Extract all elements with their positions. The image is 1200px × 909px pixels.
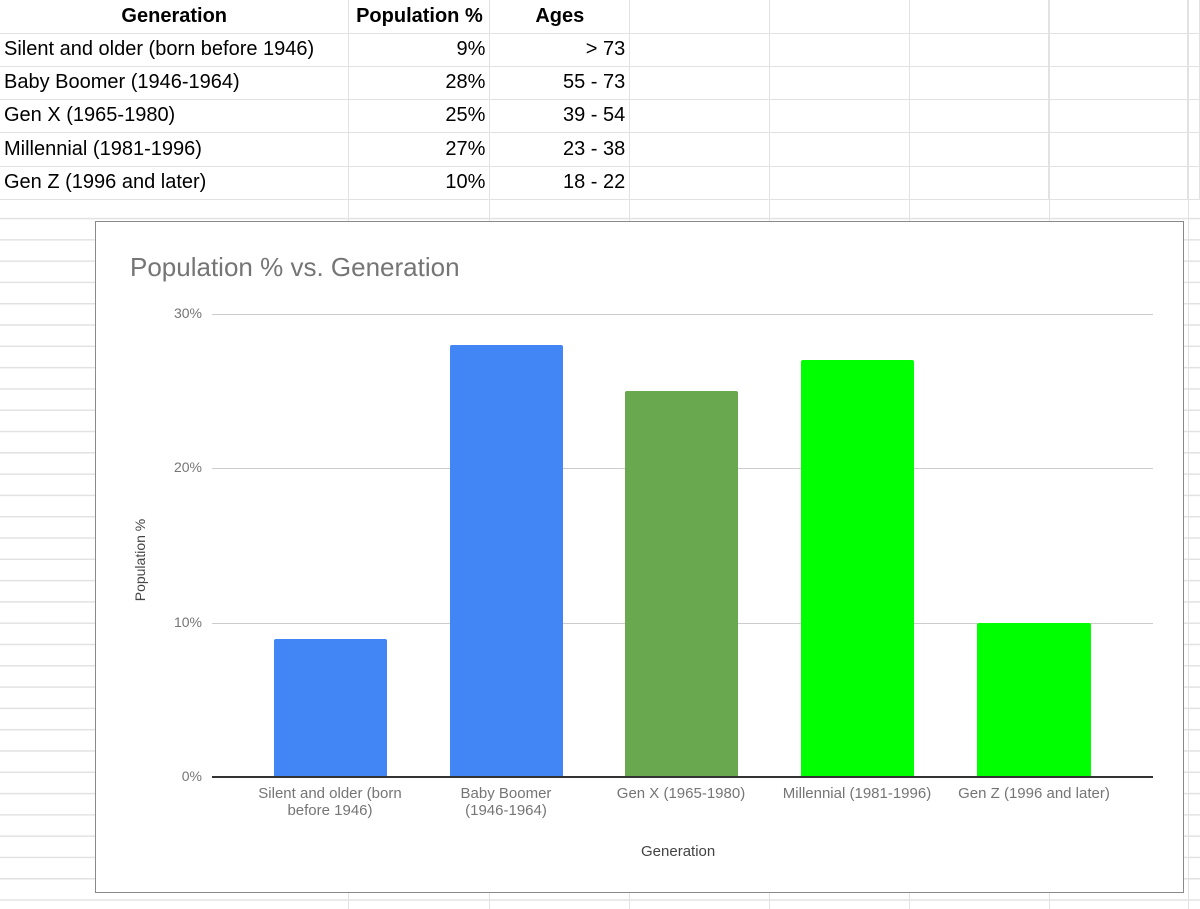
empty-cell[interactable] [909,132,1050,167]
x-axis-title: Generation [641,843,716,860]
empty-cell[interactable] [769,33,910,67]
x-tick-line: Gen Z (1996 and later) [958,785,1110,802]
empty-cell[interactable] [769,0,910,34]
empty-cell[interactable] [629,99,770,133]
cell-population[interactable]: 10% [348,166,491,200]
empty-cell[interactable] [1048,66,1188,100]
cell-ages[interactable]: 18 - 22 [489,166,631,200]
table-row: Gen X (1965-1980) 25% 39 - 54 [0,99,1200,133]
empty-cell[interactable] [909,99,1050,133]
empty-cell[interactable] [629,132,770,167]
x-tick-line: before 1946) [287,802,373,819]
cell-generation[interactable]: Millennial (1981-1996) [0,132,350,167]
y-tick-label: 0% [181,768,202,784]
empty-cell[interactable] [1187,0,1200,34]
cell-ages[interactable]: > 73 [489,33,631,67]
column-divider [1188,0,1189,909]
table-row: Millennial (1981-1996) 27% 23 - 38 [0,132,1200,167]
empty-cell[interactable] [1048,166,1188,200]
empty-cell[interactable] [909,0,1050,34]
cell-ages[interactable]: 55 - 73 [489,66,631,100]
bar-gen-z[interactable] [977,623,1091,778]
header-cell-generation[interactable]: Generation [0,0,350,34]
empty-cell[interactable] [909,33,1050,67]
table-row: Silent and older (born before 1946) 9% >… [0,33,1200,67]
x-tick-line: Baby Boomer [460,785,552,802]
y-axis-title: Population % [132,518,148,602]
empty-cell[interactable] [1048,0,1188,34]
x-tick-line: Gen X (1965-1980) [616,785,746,802]
x-tick-label-silent: Silent and older (born before 1946) [242,785,418,819]
bar-millennial[interactable] [801,360,914,778]
cell-population[interactable]: 27% [348,132,491,167]
empty-cell[interactable] [1187,132,1200,167]
bar-silent[interactable] [274,639,387,778]
empty-cell[interactable] [629,0,770,34]
chart-title: Population % vs. Generation [130,252,460,282]
header-cell-population[interactable]: Population % [348,0,491,34]
empty-cell[interactable] [629,166,770,200]
header-row: Generation Population % Ages [0,0,1200,34]
empty-cell[interactable] [629,66,770,100]
cell-ages[interactable]: 39 - 54 [489,99,631,133]
cell-generation[interactable]: Gen Z (1996 and later) [0,166,350,200]
x-tick-label-baby-boomer: Baby Boomer (1946-1964) [418,785,594,819]
bar-gen-x[interactable] [625,391,738,778]
x-axis-baseline [212,776,1153,778]
gridline-30 [212,314,1153,315]
y-tick-label: 20% [173,459,202,475]
x-tick-label-gen-z: Gen Z (1996 and later) [946,785,1122,802]
cell-population[interactable]: 9% [348,33,491,67]
data-table: Generation Population % Ages Silent and … [0,0,1200,200]
x-tick-line: (1946-1964) [465,802,547,819]
embedded-chart[interactable]: Population % vs. Generation 30% 20% 10% … [95,221,1184,893]
header-cell-ages[interactable]: Ages [489,0,631,34]
empty-cell[interactable] [1048,33,1188,67]
empty-cell[interactable] [1048,99,1188,133]
cell-population[interactable]: 25% [348,99,491,133]
cell-ages[interactable]: 23 - 38 [489,132,631,167]
x-tick-line: Silent and older (born [258,785,402,802]
empty-cell[interactable] [769,66,910,100]
cell-generation[interactable]: Gen X (1965-1980) [0,99,350,133]
x-tick-label-gen-x: Gen X (1965-1980) [593,785,769,802]
cell-generation[interactable]: Baby Boomer (1946-1964) [0,66,350,100]
cell-generation[interactable]: Silent and older (born before 1946) [0,33,350,67]
empty-cell[interactable] [1187,33,1200,67]
cell-population[interactable]: 28% [348,66,491,100]
empty-cell[interactable] [769,99,910,133]
empty-cell[interactable] [769,166,910,200]
table-row: Gen Z (1996 and later) 10% 18 - 22 [0,166,1200,200]
table-row: Baby Boomer (1946-1964) 28% 55 - 73 [0,66,1200,100]
empty-cell[interactable] [1187,99,1200,133]
bar-baby-boomer[interactable] [450,345,563,778]
y-tick-label: 10% [173,614,202,630]
y-tick-label: 30% [173,305,202,321]
empty-cell[interactable] [1187,166,1200,200]
empty-cell[interactable] [629,33,770,67]
empty-cell[interactable] [1187,66,1200,100]
empty-cell[interactable] [909,66,1050,100]
x-tick-line: Millennial (1981-1996) [782,785,932,802]
empty-cell[interactable] [769,132,910,167]
x-tick-label-millennial: Millennial (1981-1996) [769,785,945,802]
empty-cell[interactable] [1048,132,1188,167]
empty-cell[interactable] [909,166,1050,200]
